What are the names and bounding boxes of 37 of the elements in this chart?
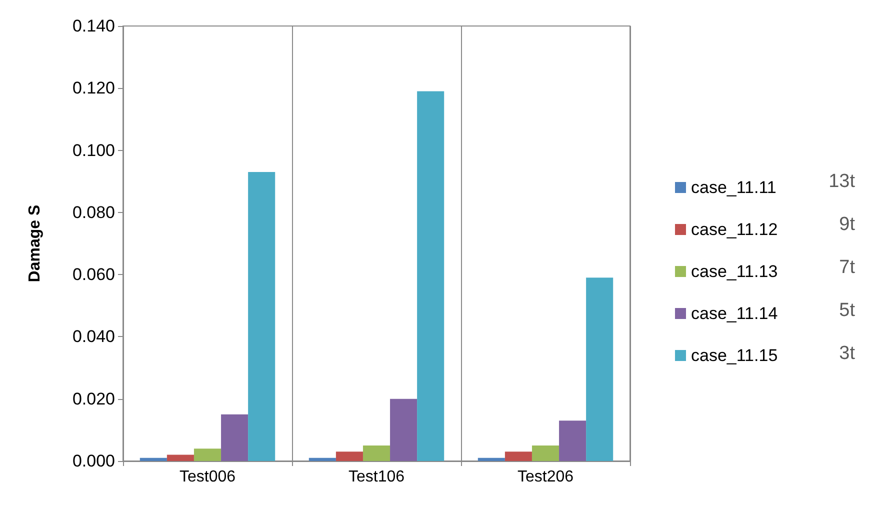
y-tick-label: 0.120: [72, 78, 115, 98]
x-tick-label: Test006: [179, 468, 236, 486]
y-axis-title: Damage S: [26, 204, 44, 282]
y-tick-label: 0.000: [72, 452, 115, 470]
x-tick-label: Test106: [348, 468, 405, 486]
y-tick-label: 0.100: [72, 140, 115, 160]
bar: [336, 452, 363, 461]
text: 5t: [839, 300, 856, 321]
y-tick-label: 0.020: [72, 389, 115, 408]
legend-label: case_11.15: [691, 346, 778, 365]
text: 7t: [839, 257, 856, 278]
text: 3t: [839, 343, 856, 364]
legend-label: case_11.14: [691, 304, 778, 323]
text: 9t: [839, 214, 856, 235]
bar: [478, 458, 505, 461]
legend-label: case_11.13: [691, 262, 778, 281]
bar: [390, 398, 418, 461]
bar: [194, 448, 222, 461]
bar: [532, 445, 560, 461]
y-tick-label: 0.080: [72, 202, 115, 222]
bar: [559, 420, 586, 461]
bar: [221, 414, 248, 461]
legend-label: case_11.12: [691, 220, 778, 239]
bar: [166, 454, 194, 461]
bar: [504, 452, 532, 461]
x-tick-label: Test206: [517, 468, 574, 486]
y-tick-label: 0.060: [72, 265, 115, 284]
text: 13t: [828, 171, 856, 192]
legend-label: case_11.11: [691, 178, 776, 197]
y-tick-label: 0.140: [72, 16, 115, 36]
bar: [417, 91, 444, 461]
bar: [140, 458, 167, 461]
bar: [586, 278, 614, 461]
y-tick-label: 0.040: [72, 327, 115, 346]
bar: [308, 458, 336, 461]
bar: [362, 445, 390, 461]
bar: [248, 172, 276, 461]
